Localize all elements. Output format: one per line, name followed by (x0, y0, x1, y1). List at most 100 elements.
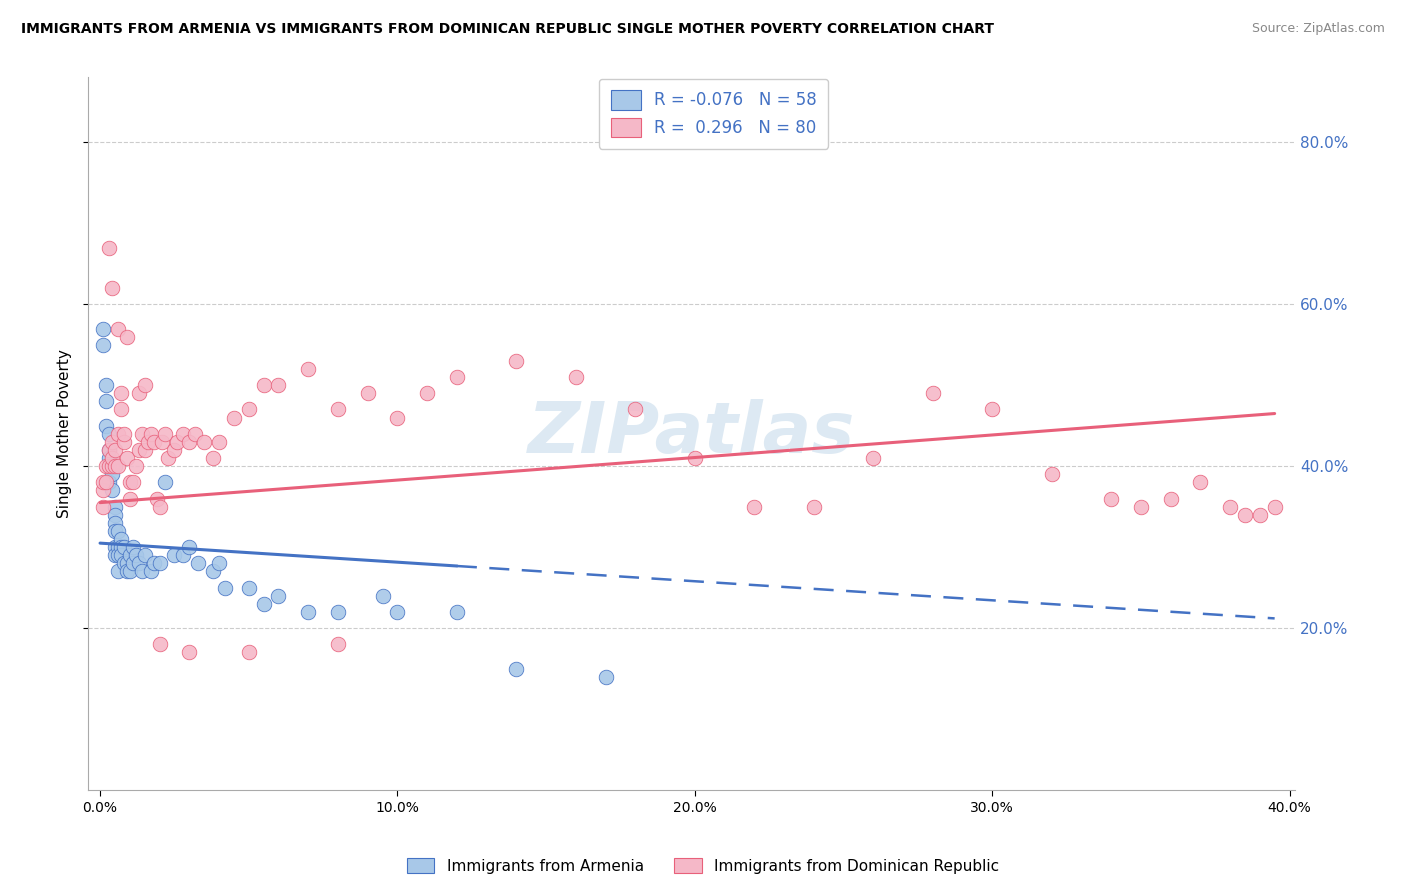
Point (98, 459, 121, 474)
Point (98, 451, 121, 466)
Point (446, 370, 468, 384)
Point (326, 605, 349, 619)
Point (202, 451, 225, 466)
Point (148, 557, 170, 571)
Point (131, 565, 153, 579)
Point (387, 410, 409, 425)
Point (104, 500, 127, 514)
Point (112, 557, 135, 571)
Point (145, 491, 167, 506)
Legend: R = -0.076   N = 58, R =  0.296   N = 80: R = -0.076 N = 58, R = 0.296 N = 80 (599, 78, 828, 149)
Point (683, 451, 706, 466)
Point (101, 467, 124, 482)
Legend: Immigrants from Armenia, Immigrants from Dominican Republic: Immigrants from Armenia, Immigrants from… (401, 852, 1005, 880)
Point (94, 394, 117, 409)
Point (208, 434, 231, 449)
Point (121, 540, 143, 554)
Point (118, 565, 141, 579)
Point (128, 557, 150, 571)
Point (238, 581, 260, 595)
Point (1219, 500, 1241, 514)
Point (155, 426, 177, 441)
Point (98, 426, 121, 441)
Text: ZIPatlas: ZIPatlas (529, 400, 855, 468)
Point (91, 475, 114, 490)
Point (121, 557, 143, 571)
Point (101, 483, 124, 498)
Point (166, 434, 188, 449)
Point (107, 565, 129, 579)
Point (297, 605, 319, 619)
Point (101, 451, 124, 466)
Point (112, 426, 135, 441)
Point (91, 321, 114, 335)
Point (297, 362, 319, 376)
Point (101, 434, 124, 449)
Point (1189, 475, 1212, 490)
Point (101, 281, 124, 295)
Point (155, 475, 177, 490)
Point (179, 434, 201, 449)
Point (98, 442, 121, 457)
Point (357, 386, 380, 401)
Point (110, 386, 132, 401)
Point (184, 426, 207, 441)
Point (148, 637, 170, 651)
Point (104, 459, 127, 474)
Point (104, 516, 127, 530)
Point (118, 549, 141, 563)
Point (134, 549, 156, 563)
Point (94, 475, 117, 490)
Point (128, 442, 150, 457)
Point (115, 557, 138, 571)
Point (91, 337, 114, 351)
Point (267, 589, 290, 603)
Point (104, 540, 127, 554)
Point (91, 483, 114, 498)
Point (981, 402, 1004, 417)
Point (107, 524, 129, 538)
Point (115, 451, 138, 466)
Point (172, 426, 194, 441)
Point (1129, 500, 1152, 514)
Point (115, 565, 138, 579)
Point (104, 442, 127, 457)
Point (134, 442, 156, 457)
Point (98, 442, 121, 457)
Point (179, 540, 201, 554)
Point (1233, 508, 1256, 522)
Point (742, 500, 765, 514)
Y-axis label: Single Mother Poverty: Single Mother Poverty (58, 350, 72, 518)
Point (1249, 508, 1271, 522)
Point (98, 475, 121, 490)
Point (252, 597, 274, 611)
Point (595, 670, 617, 684)
Point (202, 565, 225, 579)
Point (139, 565, 162, 579)
Point (107, 321, 129, 335)
Point (98, 240, 121, 254)
Point (104, 524, 127, 538)
Point (505, 354, 527, 368)
Point (1264, 500, 1286, 514)
Point (505, 662, 527, 676)
Point (238, 645, 260, 659)
Point (107, 540, 129, 554)
Point (142, 434, 165, 449)
Point (862, 451, 884, 466)
Point (187, 557, 209, 571)
Point (1099, 491, 1122, 506)
Point (565, 370, 588, 384)
Point (136, 434, 159, 449)
Point (921, 386, 943, 401)
Point (1040, 467, 1063, 482)
Point (387, 605, 409, 619)
Point (104, 549, 127, 563)
Point (128, 386, 150, 401)
Point (446, 605, 468, 619)
Point (110, 402, 132, 417)
Point (163, 442, 186, 457)
Point (238, 402, 260, 417)
Point (112, 434, 135, 449)
Point (163, 549, 186, 563)
